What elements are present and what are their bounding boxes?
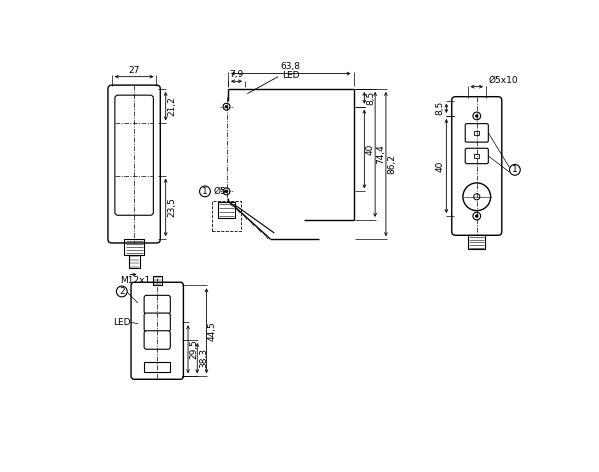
Text: LED: LED: [282, 71, 300, 80]
Circle shape: [476, 215, 478, 217]
Bar: [474, 131, 479, 135]
FancyBboxPatch shape: [131, 282, 183, 379]
FancyBboxPatch shape: [465, 148, 488, 164]
Circle shape: [225, 190, 228, 193]
Text: 8,5: 8,5: [436, 101, 445, 115]
Circle shape: [225, 106, 228, 108]
FancyBboxPatch shape: [108, 85, 161, 243]
Text: 2: 2: [119, 287, 125, 296]
Text: Ø5: Ø5: [213, 187, 226, 196]
Text: 63,8: 63,8: [281, 62, 301, 71]
FancyBboxPatch shape: [144, 295, 170, 314]
FancyBboxPatch shape: [144, 313, 170, 331]
Bar: [212, 201, 241, 231]
Text: 40: 40: [366, 143, 375, 155]
Text: 44,5: 44,5: [208, 321, 217, 341]
FancyBboxPatch shape: [115, 95, 153, 215]
Bar: [468, 235, 485, 249]
Circle shape: [476, 115, 478, 117]
Text: 74,4: 74,4: [377, 144, 386, 164]
Bar: [129, 254, 140, 269]
Text: 7,9: 7,9: [229, 70, 244, 79]
Bar: [474, 154, 479, 158]
Text: LED: LED: [113, 318, 130, 327]
Text: 27: 27: [128, 66, 140, 75]
FancyBboxPatch shape: [144, 331, 170, 349]
Bar: [124, 239, 144, 254]
Text: M12x1: M12x1: [120, 276, 151, 285]
Text: 1: 1: [512, 165, 518, 174]
Bar: [144, 362, 170, 371]
Bar: [153, 276, 162, 286]
Text: 86,2: 86,2: [388, 154, 397, 174]
Text: 23,5: 23,5: [167, 197, 176, 218]
Text: Ø5x10: Ø5x10: [488, 76, 518, 85]
Text: 1: 1: [202, 187, 208, 196]
Text: 40: 40: [436, 160, 445, 172]
Text: 8,5: 8,5: [366, 91, 375, 105]
Bar: [218, 202, 235, 218]
Text: 21,2: 21,2: [167, 96, 176, 116]
FancyBboxPatch shape: [465, 124, 488, 142]
Text: 29,5: 29,5: [189, 339, 198, 359]
FancyBboxPatch shape: [452, 97, 502, 235]
Text: 38,3: 38,3: [199, 348, 208, 368]
